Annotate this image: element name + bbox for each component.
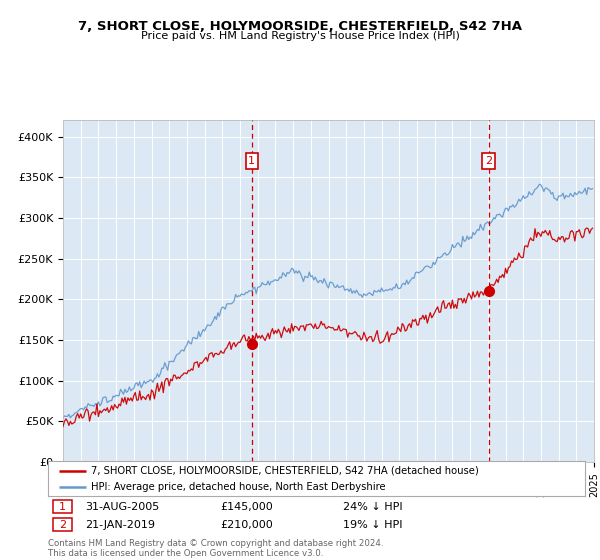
Text: 1: 1 xyxy=(248,156,256,166)
Text: 19% ↓ HPI: 19% ↓ HPI xyxy=(343,520,403,530)
Text: Contains HM Land Registry data © Crown copyright and database right 2024.
This d: Contains HM Land Registry data © Crown c… xyxy=(48,539,383,558)
Text: 1: 1 xyxy=(59,502,66,512)
Text: 2: 2 xyxy=(59,520,67,530)
Bar xyxy=(53,518,72,531)
Text: 2: 2 xyxy=(485,156,493,166)
Text: 7, SHORT CLOSE, HOLYMOORSIDE, CHESTERFIELD, S42 7HA (detached house): 7, SHORT CLOSE, HOLYMOORSIDE, CHESTERFIE… xyxy=(91,465,479,475)
Text: 7, SHORT CLOSE, HOLYMOORSIDE, CHESTERFIELD, S42 7HA: 7, SHORT CLOSE, HOLYMOORSIDE, CHESTERFIE… xyxy=(78,20,522,32)
Text: Price paid vs. HM Land Registry's House Price Index (HPI): Price paid vs. HM Land Registry's House … xyxy=(140,31,460,41)
Text: 24% ↓ HPI: 24% ↓ HPI xyxy=(343,502,403,512)
Bar xyxy=(53,500,72,513)
Text: £145,000: £145,000 xyxy=(220,502,272,512)
Text: 21-JAN-2019: 21-JAN-2019 xyxy=(86,520,155,530)
Text: £210,000: £210,000 xyxy=(220,520,272,530)
Text: 31-AUG-2005: 31-AUG-2005 xyxy=(86,502,160,512)
Text: HPI: Average price, detached house, North East Derbyshire: HPI: Average price, detached house, Nort… xyxy=(91,482,386,492)
